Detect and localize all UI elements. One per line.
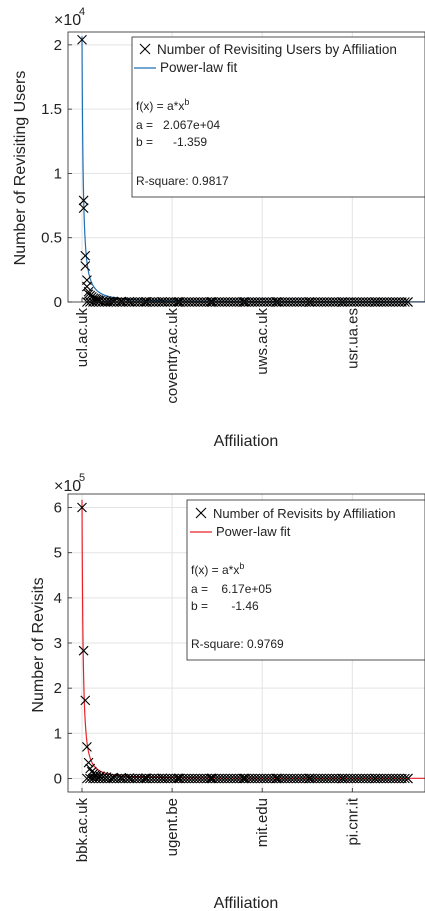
chart-2-x-tick-label: bbk.ac.uk <box>74 798 91 863</box>
chart-2-r-square: R-square: 0.9769 <box>191 637 284 651</box>
chart-1-x-tick-label: coventry.ac.uk <box>164 308 181 404</box>
chart-2-data-point <box>173 773 184 784</box>
chart-1-legend-entry-data: Number of Revisiting Users by Affiliatio… <box>157 42 397 57</box>
chart-2-y-ticks: 0 1 2 3 4 5 6 <box>54 500 72 787</box>
chart-2-y-tick-label: 1 <box>54 725 62 742</box>
chart-1-fit-b: b = -1.359 <box>136 135 207 149</box>
chart-1-data-point <box>80 250 91 261</box>
chart-2-x-ticks: bbk.ac.uk ugent.be mit.edu pi.cnr.it <box>74 788 361 862</box>
chart-2-data-point <box>78 645 89 656</box>
chart-1-data-point <box>116 296 127 307</box>
chart-1-legend: Number of Revisiting Users by Affiliatio… <box>131 36 425 198</box>
chart-2-legend-entry-fit: Power-law fit <box>216 524 291 539</box>
chart-2-exponent-power: 5 <box>79 472 85 484</box>
chart-2-y-tick-label: 3 <box>54 635 62 652</box>
chart-2-data-point <box>239 773 250 784</box>
chart-1-data-point <box>77 34 87 45</box>
chart-1-data-point <box>82 281 92 292</box>
chart-1-plot-area <box>67 31 425 303</box>
chart-1-y-tick-label: 1.5 <box>41 101 62 118</box>
chart-1-data-point <box>78 203 89 214</box>
chart-1-x-tick-label: ucl.ac.uk <box>74 308 91 368</box>
chart-2-fit-formula: f(x) = a*xb <box>191 561 244 577</box>
chart-1-x-ticks: ucl.ac.uk coventry.ac.uk uws.ac.uk usr.ua.e… <box>74 298 361 404</box>
chart-2-data-point <box>77 502 87 513</box>
chart-1-y-tick-label: 0.5 <box>41 230 62 247</box>
chart-1-fit-a: a = 2.067e+04 <box>136 118 220 132</box>
chart-2-y-tick-label: 6 <box>54 500 62 517</box>
chart-2-data-point <box>83 757 94 768</box>
chart-2-data-points <box>77 502 413 784</box>
chart-2-data-point <box>80 695 91 706</box>
chart-2-x-tick-label: pi.cnr.it <box>344 797 361 845</box>
chart-1-fit-formula: f(x) = a*xb <box>136 97 189 113</box>
chart-2-x-tick-label: ugent.be <box>164 798 181 856</box>
chart-1-y-ticks: 0 0.5 1 1.5 2 <box>41 37 72 311</box>
chart-2-data-point <box>272 773 282 784</box>
chart-1-legend-box <box>131 36 425 198</box>
chart-2-legend-entry-data: Number of Revisits by Affiliation <box>213 506 396 521</box>
chart-1-legend-entry-fit: Power-law fit <box>160 60 238 75</box>
chart-1-data-point <box>80 261 91 271</box>
chart-1-x-tick-label: uws.ac.uk <box>254 308 271 375</box>
chart-2-y-tick-label: 0 <box>54 770 62 787</box>
chart-1-data-point <box>78 195 89 206</box>
chart-1-exponent-base: ×10 <box>54 12 81 29</box>
chart-2-fit-a: a = 6.17e+05 <box>191 582 272 596</box>
chart-2-legend-box <box>186 499 425 661</box>
chart-2-legend: Number of Revisits by Affiliation Power-… <box>186 499 425 661</box>
chart-1-y-tick-label: 1 <box>54 165 62 182</box>
chart-2-baseline-points <box>82 773 413 784</box>
chart-1-x-tick-label: usr.ua.es <box>344 308 361 369</box>
chart-1-y-tick-label: 2 <box>54 37 62 54</box>
chart-2-data-point <box>206 773 217 784</box>
chart-1-exponent-power: 4 <box>79 6 85 18</box>
chart-2-x-tick-label: mit.edu <box>254 798 271 847</box>
chart-2-y-tick-label: 5 <box>54 545 62 562</box>
chart-2-exponent-base: ×10 <box>54 478 81 495</box>
chart-2-legend-marker-icon <box>195 507 207 519</box>
chart-2-y-axis-label: Number of Revisits <box>30 577 47 712</box>
chart-1-y-tick-label: 0 <box>54 294 62 311</box>
chart-2-fit-b: b = -1.46 <box>191 599 259 613</box>
chart-1: 0 0.5 1 1.5 2 ucl.ac.uk coventry.ac.uk uws.ac.… <box>12 6 425 450</box>
chart-2-data-point <box>82 741 92 752</box>
chart-2-y-tick-label: 4 <box>54 590 62 607</box>
chart-1-r-square: R-square: 0.9817 <box>136 174 229 188</box>
chart-1-y-axis-label: Number of Revisiting Users <box>12 71 29 266</box>
chart-1-legend-marker-icon <box>139 43 151 55</box>
chart-2-y-tick-label: 2 <box>54 680 62 697</box>
chart-2-x-axis-label: Affiliation <box>214 895 279 911</box>
chart-1-x-axis-label: Affiliation <box>214 433 279 450</box>
chart-2: 0 1 2 3 4 5 6 bbk.ac.uk ugent.be mit.edu pi.cnr.i… <box>30 472 425 911</box>
